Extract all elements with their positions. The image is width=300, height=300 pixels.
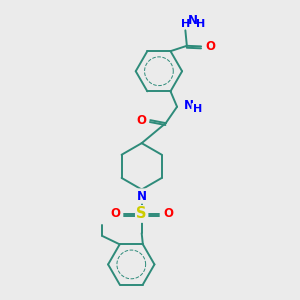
Text: H: H: [181, 19, 190, 29]
Text: O: O: [205, 40, 215, 53]
Text: O: O: [136, 114, 146, 127]
Text: S: S: [136, 206, 147, 221]
Text: H: H: [196, 19, 206, 29]
Text: O: O: [163, 207, 173, 220]
Text: N: N: [188, 14, 198, 27]
Text: N: N: [137, 190, 147, 202]
Text: O: O: [110, 207, 120, 220]
Text: N: N: [184, 99, 194, 112]
Text: H: H: [193, 104, 202, 114]
